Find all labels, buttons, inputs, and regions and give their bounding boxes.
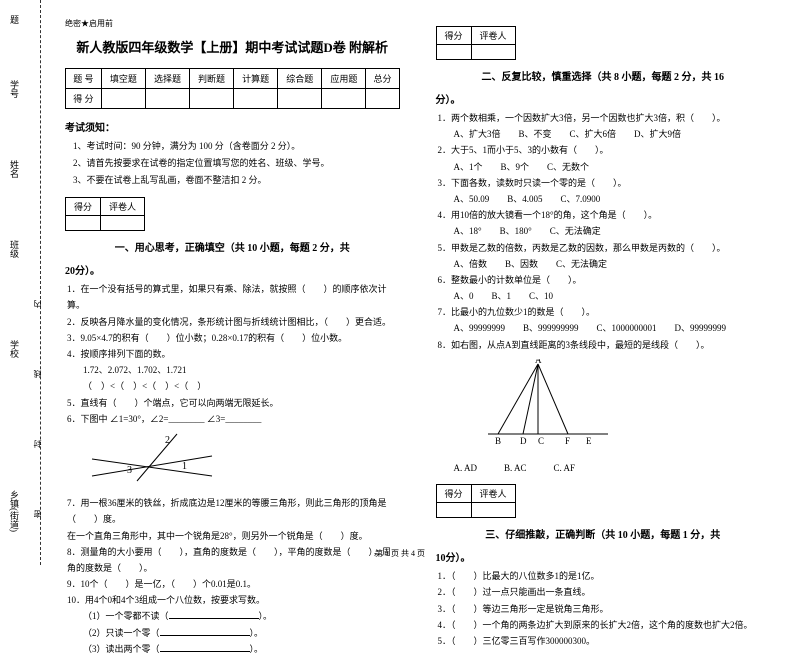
section1-title: 一、用心思考，正确填空（共 10 小题，每题 2 分，共 — [115, 243, 350, 254]
svg-text:A: A — [535, 359, 542, 365]
page-content: 绝密★启用前 新人教版四年级数学【上册】期中考试试题D卷 附解析 题 号 填空题… — [0, 0, 800, 565]
q: 10．用4个0和4个3组成一个八位数，按要求写数。 — [67, 592, 400, 608]
options: A、0 B、1 C、10 — [454, 288, 771, 304]
evaluator-box: 得分评卷人 — [65, 197, 145, 231]
confidential-label: 绝密★启用前 — [65, 18, 400, 29]
q: 7．比最小的九位数少1的数是（ ）。 — [438, 304, 771, 320]
margin-label-name: 姓名 — [8, 160, 21, 178]
q-sub: （3）读出两个零（ — [83, 644, 160, 654]
options: A、99999999 B、999999999 C、1000000001 D、99… — [454, 320, 771, 336]
angle-label: 2 — [165, 435, 170, 446]
evaluator-box: 得分评卷人 — [436, 484, 516, 518]
section1-questions: 1．在一个没有括号的算式里，如果只有乘、除法，就按照（ ）的顺序依次计算。 2．… — [67, 281, 400, 657]
notice-heading: 考试须知： — [65, 119, 400, 134]
q: 5．（ ）三亿零三百写作300000300。 — [438, 633, 771, 649]
section2-questions: 1．两个数相乘，一个因数扩大3倍，另一个因数也扩大3倍，积（ ）。 A、扩大3倍… — [438, 110, 771, 476]
options: A、50.09 B、4.005 C、7.0900 — [454, 191, 771, 207]
q: 1．两个数相乘，一个因数扩大3倍，另一个因数也扩大3倍，积（ ）。 — [438, 110, 771, 126]
notice-item: 3、不要在试卷上乱写乱画，卷面不整洁扣 2 分。 — [73, 172, 400, 189]
margin-corner: 题 — [8, 15, 21, 24]
q: 4．用10倍的放大镜看一个18°的角，这个角是（ ）。 — [438, 207, 771, 223]
evaluator-box: 得分评卷人 — [436, 26, 516, 60]
q: 9．10个（ ）是一亿，（ ）个0.01是0.1。 — [67, 576, 400, 592]
options: A、18° B、180° C、无法确定 — [454, 223, 771, 239]
section3-questions: 1．（ ）比最大的八位数多1的是1亿。 2．（ ）过一点只能画出一条直线。 3．… — [438, 568, 771, 649]
q-sub: （1）一个零都不读（ — [83, 611, 169, 621]
svg-text:F: F — [565, 436, 570, 446]
section1-cont: 20分）。 — [65, 262, 400, 277]
angle-diagram: 2 3 1 — [87, 431, 217, 486]
options: A. AD B. AC C. AF — [454, 460, 771, 476]
options: A、倍数 B、因数 C、无法确定 — [454, 256, 771, 272]
th: 判断题 — [190, 69, 234, 89]
right-column: 得分评卷人 二、反复比较，慎重选择（共 8 小题，每题 2 分，共 16 分）。… — [418, 18, 781, 555]
svg-text:E: E — [586, 436, 592, 446]
section2-title: 二、反复比较，慎重选择（共 8 小题，每题 2 分，共 16 — [482, 72, 725, 83]
q: 8．如右图，从点A到直线距离的3条线段中，最短的是线段（ ）。 — [438, 337, 771, 353]
th: 填空题 — [101, 69, 145, 89]
left-column: 绝密★启用前 新人教版四年级数学【上册】期中考试试题D卷 附解析 题 号 填空题… — [55, 18, 418, 555]
q: 1．（ ）比最大的八位数多1的是1亿。 — [438, 568, 771, 584]
spine-mi: 密 — [32, 510, 43, 518]
dashed-line — [40, 0, 41, 565]
margin-label-id: 学号 — [8, 80, 21, 98]
angle-label: 3 — [127, 465, 132, 476]
q: 4．按顺序排列下面的数。 — [67, 346, 400, 362]
spine-nei: 内 — [32, 300, 43, 308]
options: A、扩大3倍 B、不变 C、扩大6倍 D、扩大9倍 — [454, 126, 771, 142]
score-summary-table: 题 号 填空题 选择题 判断题 计算题 综合题 应用题 总分 得 分 — [65, 68, 400, 109]
q: 6．整数最小的计数单位是（ ）。 — [438, 272, 771, 288]
angle-label: 1 — [182, 461, 187, 472]
td: 得 分 — [66, 89, 102, 109]
q: 5．甲数是乙数的倍数，丙数是乙数的因数，那么甲数是丙数的（ ）。 — [438, 240, 771, 256]
q: 3．9.05×4.7的积有（ ）位小数；0.28×0.17的积有（ ）位小数。 — [67, 330, 400, 346]
exam-title: 新人教版四年级数学【上册】期中考试试题D卷 附解析 — [65, 37, 400, 56]
binding-margin: 题 学号 姓名 班级 学校 乡镇(街道) 内 线 封 密 — [0, 0, 55, 565]
margin-label-class: 班级 — [8, 240, 21, 258]
th: 应用题 — [322, 69, 366, 89]
margin-label-town: 乡镇(街道) — [8, 490, 21, 532]
q-sub: 1.72、2.072、1.702、1.721 — [83, 362, 400, 378]
notice-list: 1、考试时间：90 分钟，满分为 100 分（含卷面分 2 分）。 2、请首先按… — [73, 138, 400, 189]
th: 综合题 — [278, 69, 322, 89]
notice-item: 2、请首先按要求在试卷的指定位置填写您的姓名、班级、学号。 — [73, 155, 400, 172]
q-sub: （2）只读一个零（ — [83, 628, 160, 638]
q: 在一个直角三角形中，其中一个锐角是28°，则另外一个锐角是（ ）度。 — [67, 528, 400, 544]
svg-text:B: B — [495, 436, 501, 446]
q: 1．在一个没有括号的算式里，如果只有乘、除法，就按照（ ）的顺序依次计算。 — [67, 281, 400, 313]
q: 2．（ ）过一点只能画出一条直线。 — [438, 584, 771, 600]
th: 总分 — [366, 69, 399, 89]
q: 6．下图中 ∠1=30°，∠2=________ ∠3=________ — [67, 411, 400, 427]
q: 3．（ ）等边三角形一定是锐角三角形。 — [438, 601, 771, 617]
q: 7．用一根36厘米的铁丝，折成底边是12厘米的等腰三角形，则此三角形的顶角是（ … — [67, 495, 400, 527]
q-sub: （ ）<（ ）<（ ）<（ ） — [83, 378, 400, 394]
th: 题 号 — [66, 69, 102, 89]
spine-feng: 封 — [32, 440, 43, 448]
th: 计算题 — [234, 69, 278, 89]
q: 2．大于5、1而小于5、3的小数有（ ）。 — [438, 142, 771, 158]
q: 2．反映各月降水量的变化情况，条形统计图与折线统计图相比，（ ）更合适。 — [67, 314, 400, 330]
q: 4．（ ）一个角的两条边扩大到原来的长扩大2倍，这个角的度数也扩大2倍。 — [438, 617, 771, 633]
q: 3．下面各数，读数时只读一个零的是（ ）。 — [438, 175, 771, 191]
q: 5．直线有（ ）个端点，它可以向两端无限延长。 — [67, 395, 400, 411]
spine-xian: 线 — [32, 370, 43, 378]
th: 选择题 — [145, 69, 189, 89]
score-label: 得分 — [66, 198, 101, 216]
svg-text:C: C — [538, 436, 544, 446]
triangle-diagram: A B D C F E — [468, 359, 618, 449]
options: A、1个 B、9个 C、无数个 — [454, 159, 771, 175]
margin-label-school: 学校 — [8, 340, 21, 358]
svg-text:D: D — [520, 436, 527, 446]
notice-item: 1、考试时间：90 分钟，满分为 100 分（含卷面分 2 分）。 — [73, 138, 400, 155]
section2-cont: 分）。 — [436, 91, 771, 106]
page-footer: 第 1 页 共 4 页 — [0, 548, 800, 559]
section3-title: 三、仔细推敲，正确判断（共 10 小题，每题 1 分，共 — [485, 530, 720, 541]
person-label: 评卷人 — [101, 198, 145, 216]
